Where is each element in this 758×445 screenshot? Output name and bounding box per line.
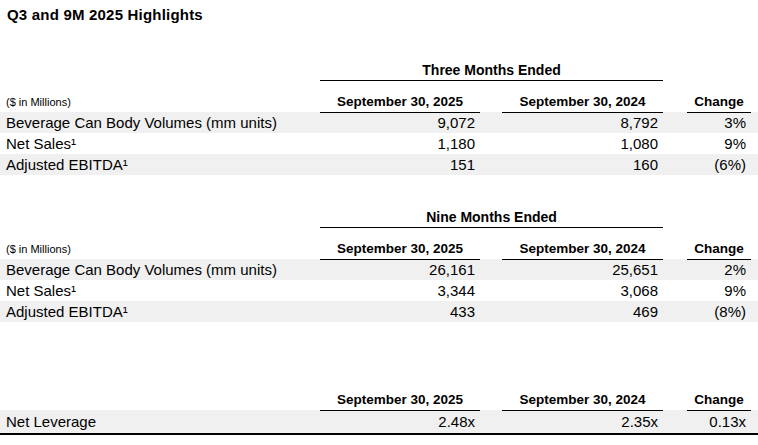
spacer bbox=[751, 205, 758, 227]
value-2024: 8,792 bbox=[502, 112, 663, 133]
spacer bbox=[663, 259, 687, 280]
spacer bbox=[663, 301, 687, 322]
column-header-2025: September 30, 2025 bbox=[320, 227, 480, 259]
spacer bbox=[0, 58, 320, 80]
column-header-change: Change bbox=[687, 227, 751, 259]
spacer bbox=[663, 154, 687, 175]
column-header-row: September 30, 2025 September 30, 2024 Ch… bbox=[0, 378, 758, 410]
units-note: ($ in Millions) bbox=[0, 80, 320, 112]
table-row: Net Sales¹ 1,180 1,080 9% bbox=[0, 133, 758, 154]
spacer bbox=[687, 205, 751, 227]
table-row: Net Sales¹ 3,344 3,068 9% bbox=[0, 280, 758, 301]
row-label: Net Sales¹ bbox=[0, 133, 320, 154]
spacer bbox=[663, 133, 687, 154]
spacer bbox=[480, 259, 502, 280]
spacer bbox=[480, 154, 502, 175]
units-note: ($ in Millions) bbox=[0, 227, 320, 259]
spacer bbox=[663, 378, 687, 410]
table-row: Net Leverage 2.48x 2.35x 0.13x bbox=[0, 410, 758, 434]
spacer bbox=[751, 112, 758, 133]
column-header-row: ($ in Millions) September 30, 2025 Septe… bbox=[0, 80, 758, 112]
row-label: Adjusted EBITDA¹ bbox=[0, 301, 320, 322]
spacer bbox=[751, 280, 758, 301]
column-header-2025: September 30, 2025 bbox=[320, 80, 480, 112]
net-leverage-table: September 30, 2025 September 30, 2024 Ch… bbox=[0, 378, 758, 435]
spacer bbox=[751, 154, 758, 175]
spacer bbox=[687, 58, 751, 80]
column-header-change: Change bbox=[687, 80, 751, 112]
spacer bbox=[751, 259, 758, 280]
spacer bbox=[663, 227, 687, 259]
value-change: 2% bbox=[687, 259, 751, 280]
row-label: Net Leverage bbox=[0, 410, 320, 434]
period-header-row: Three Months Ended bbox=[0, 58, 758, 80]
three-months-table: Three Months Ended ($ in Millions) Septe… bbox=[0, 58, 758, 175]
spacer bbox=[663, 112, 687, 133]
value-2025: 9,072 bbox=[320, 112, 480, 133]
column-header-2024: September 30, 2024 bbox=[502, 80, 663, 112]
spacer bbox=[751, 58, 758, 80]
column-header-2025: September 30, 2025 bbox=[320, 378, 480, 410]
nine-months-table: Nine Months Ended ($ in Millions) Septem… bbox=[0, 205, 758, 322]
spacer bbox=[663, 205, 687, 227]
table-row: Beverage Can Body Volumes (mm units) 9,0… bbox=[0, 112, 758, 133]
value-change: (8%) bbox=[687, 301, 751, 322]
table-row: Beverage Can Body Volumes (mm units) 26,… bbox=[0, 259, 758, 280]
spacer bbox=[751, 410, 758, 434]
spacer bbox=[480, 80, 502, 112]
value-2024: 469 bbox=[502, 301, 663, 322]
spacer bbox=[480, 378, 502, 410]
row-label: Beverage Can Body Volumes (mm units) bbox=[0, 259, 320, 280]
spacer bbox=[751, 301, 758, 322]
spacer bbox=[0, 205, 320, 227]
column-header-change: Change bbox=[687, 378, 751, 410]
column-header-2024: September 30, 2024 bbox=[502, 378, 663, 410]
value-2025: 1,180 bbox=[320, 133, 480, 154]
value-2024: 1,080 bbox=[502, 133, 663, 154]
spacer bbox=[480, 112, 502, 133]
period-header-row: Nine Months Ended bbox=[0, 205, 758, 227]
value-2024: 2.35x bbox=[502, 410, 663, 434]
spacer bbox=[480, 227, 502, 259]
spacer bbox=[0, 378, 320, 410]
value-change: 0.13x bbox=[687, 410, 751, 434]
value-change: 9% bbox=[687, 133, 751, 154]
period-header: Nine Months Ended bbox=[320, 205, 663, 227]
table-row: Adjusted EBITDA¹ 151 160 (6%) bbox=[0, 154, 758, 175]
spacer bbox=[663, 410, 687, 434]
slide: Q3 and 9M 2025 Highlights Three Months E… bbox=[0, 0, 758, 445]
value-2025: 2.48x bbox=[320, 410, 480, 434]
spacer bbox=[663, 80, 687, 112]
spacer bbox=[751, 378, 758, 410]
row-label: Adjusted EBITDA¹ bbox=[0, 154, 320, 175]
row-label: Net Sales¹ bbox=[0, 280, 320, 301]
spacer bbox=[751, 227, 758, 259]
spacer bbox=[751, 133, 758, 154]
value-2024: 25,651 bbox=[502, 259, 663, 280]
spacer bbox=[480, 133, 502, 154]
value-change: 9% bbox=[687, 280, 751, 301]
column-header-2024: September 30, 2024 bbox=[502, 227, 663, 259]
page-title: Q3 and 9M 2025 Highlights bbox=[0, 0, 758, 24]
spacer bbox=[751, 80, 758, 112]
value-2025: 3,344 bbox=[320, 280, 480, 301]
period-header: Three Months Ended bbox=[320, 58, 663, 80]
spacer bbox=[663, 280, 687, 301]
value-change: (6%) bbox=[687, 154, 751, 175]
value-change: 3% bbox=[687, 112, 751, 133]
value-2025: 26,161 bbox=[320, 259, 480, 280]
value-2024: 160 bbox=[502, 154, 663, 175]
value-2025: 433 bbox=[320, 301, 480, 322]
spacer bbox=[480, 410, 502, 434]
value-2024: 3,068 bbox=[502, 280, 663, 301]
spacer bbox=[480, 280, 502, 301]
spacer bbox=[480, 301, 502, 322]
spacer bbox=[663, 58, 687, 80]
value-2025: 151 bbox=[320, 154, 480, 175]
table-row: Adjusted EBITDA¹ 433 469 (8%) bbox=[0, 301, 758, 322]
row-label: Beverage Can Body Volumes (mm units) bbox=[0, 112, 320, 133]
column-header-row: ($ in Millions) September 30, 2025 Septe… bbox=[0, 227, 758, 259]
